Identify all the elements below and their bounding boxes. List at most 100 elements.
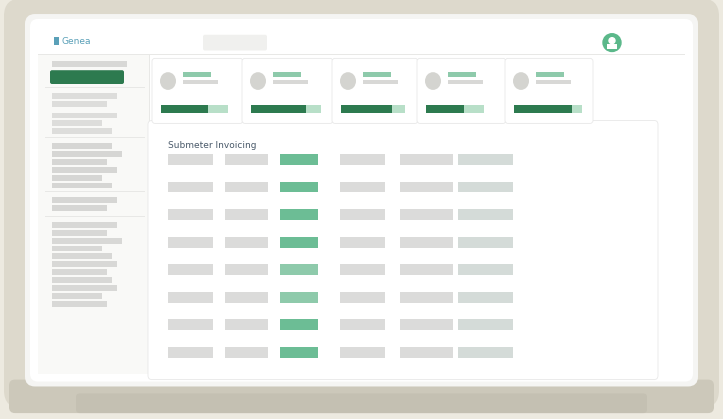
FancyBboxPatch shape	[9, 380, 714, 413]
Bar	[392, 105, 405, 113]
Bar	[280, 319, 318, 330]
Bar	[52, 269, 107, 275]
Bar	[400, 181, 453, 192]
Bar	[45, 137, 145, 138]
Bar	[52, 205, 107, 211]
Bar	[225, 237, 268, 248]
Bar	[45, 191, 145, 192]
Bar	[340, 319, 385, 330]
Bar	[52, 183, 112, 189]
Bar	[340, 154, 385, 165]
Ellipse shape	[425, 72, 441, 90]
Bar	[52, 101, 107, 107]
Bar	[52, 261, 117, 267]
Bar	[280, 154, 318, 165]
Ellipse shape	[160, 72, 176, 90]
Bar	[225, 264, 268, 275]
Circle shape	[609, 38, 615, 44]
Bar	[225, 154, 268, 165]
Bar	[168, 292, 213, 303]
Bar	[52, 230, 107, 236]
Ellipse shape	[513, 72, 529, 90]
Bar	[225, 181, 268, 192]
Bar	[458, 292, 513, 303]
Bar	[52, 151, 122, 157]
Ellipse shape	[250, 72, 266, 90]
Bar	[38, 54, 685, 55]
Bar	[426, 105, 464, 113]
Bar	[52, 128, 112, 134]
FancyBboxPatch shape	[332, 58, 418, 124]
Bar	[225, 319, 268, 330]
Bar	[458, 209, 513, 220]
Bar	[52, 167, 117, 173]
Bar	[273, 80, 308, 84]
Bar	[168, 347, 213, 358]
Bar	[183, 72, 211, 77]
Bar	[38, 55, 150, 374]
Bar	[572, 105, 582, 113]
Bar	[536, 72, 564, 77]
Bar	[161, 105, 208, 113]
Bar	[340, 181, 385, 192]
Bar	[52, 93, 117, 99]
Bar	[340, 237, 385, 248]
Bar	[45, 87, 145, 88]
Bar	[168, 209, 213, 220]
Text: Genea: Genea	[62, 36, 92, 46]
Bar	[52, 175, 102, 181]
Bar	[168, 319, 213, 330]
Bar	[225, 347, 268, 358]
Bar	[52, 277, 112, 283]
Bar	[225, 209, 268, 220]
Bar	[208, 105, 228, 113]
Bar	[400, 237, 453, 248]
Bar	[458, 264, 513, 275]
Bar	[400, 209, 453, 220]
Bar	[458, 181, 513, 192]
Bar	[514, 105, 572, 113]
FancyBboxPatch shape	[30, 19, 693, 382]
Bar	[52, 293, 102, 299]
Bar	[448, 72, 476, 77]
Bar	[400, 154, 453, 165]
Bar	[280, 347, 318, 358]
FancyBboxPatch shape	[25, 14, 698, 386]
Bar	[52, 197, 117, 203]
Bar	[52, 246, 102, 251]
Bar	[448, 80, 483, 84]
Bar	[52, 285, 117, 291]
Bar	[464, 105, 484, 113]
FancyBboxPatch shape	[148, 120, 658, 380]
Bar	[52, 113, 117, 119]
Bar	[280, 209, 318, 220]
Bar	[536, 80, 571, 84]
Bar	[45, 216, 145, 217]
Bar	[168, 264, 213, 275]
Bar	[52, 222, 117, 228]
Bar	[54, 37, 59, 44]
Bar	[400, 319, 453, 330]
Bar	[363, 80, 398, 84]
Bar	[280, 264, 318, 275]
Bar	[251, 105, 306, 113]
Bar	[306, 105, 321, 113]
Bar	[168, 237, 213, 248]
Bar	[458, 319, 513, 330]
Text: Submeter Invoicing: Submeter Invoicing	[168, 141, 257, 150]
Bar	[458, 154, 513, 165]
FancyBboxPatch shape	[4, 0, 719, 408]
FancyBboxPatch shape	[505, 58, 593, 124]
Bar	[52, 159, 107, 165]
Bar	[52, 61, 127, 67]
Bar	[280, 237, 318, 248]
Bar	[280, 181, 318, 192]
Bar	[52, 120, 102, 127]
Bar	[458, 237, 513, 248]
Bar	[52, 238, 122, 243]
Bar	[52, 143, 112, 149]
Bar	[363, 72, 391, 77]
Bar	[168, 154, 213, 165]
Bar	[38, 27, 685, 54]
Bar	[340, 347, 385, 358]
